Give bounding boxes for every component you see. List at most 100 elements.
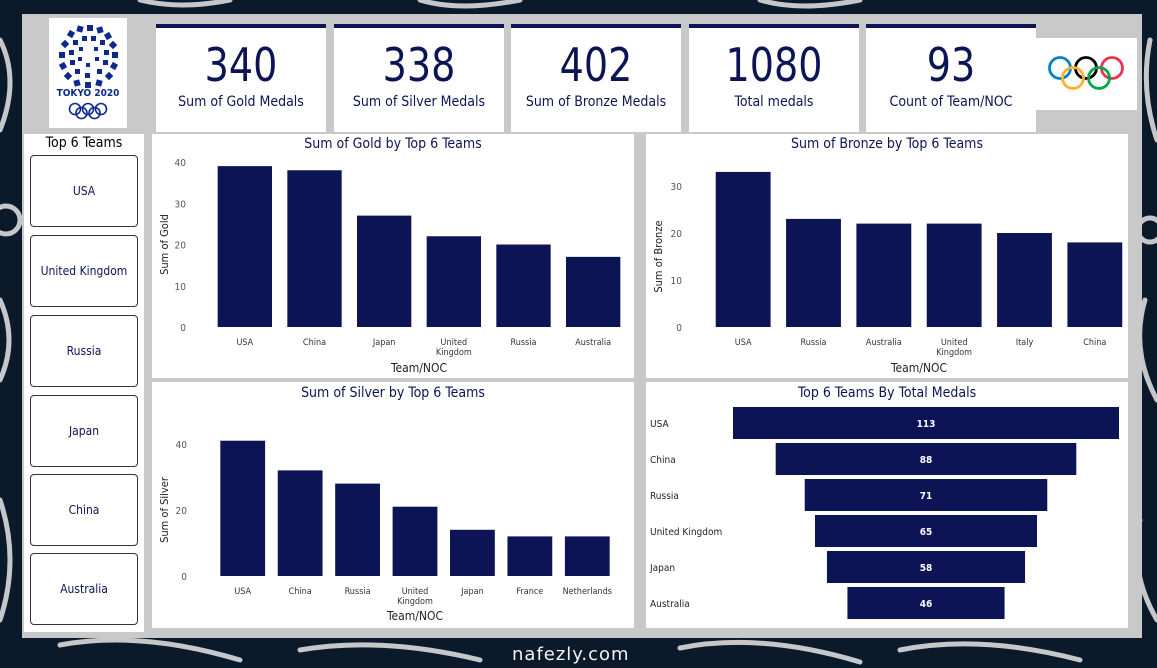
x-axis-label: Team/NOC [890,361,947,375]
funnel-bar [814,515,1038,547]
kpi-value: 402 [559,38,633,92]
x-tick-label: Kingdom [397,597,433,607]
bar [356,215,412,327]
bar [997,233,1052,327]
category-label: United Kingdom [650,527,722,538]
x-tick-label: USA [236,338,253,348]
data-label: 71 [920,491,933,502]
y-tick-label: 20 [176,506,188,517]
category-label: Australia [650,599,690,610]
bar [217,166,273,327]
kpi-bronze-medals: 402 Sum of Bronze Medals [511,24,681,132]
y-axis-label: Sum of Gold [158,214,171,275]
y-tick-label: 40 [176,440,188,451]
x-tick-label: Netherlands [563,587,612,597]
tokyo-emblem-icon [58,25,119,88]
kpi-value: 338 [382,38,456,92]
x-tick-label: United [941,338,968,348]
bronze-chart-card: Sum of Bronze by Top 6 Teams 0 10 20 30 USA R… [646,134,1128,378]
bar [926,223,982,327]
bar [220,440,266,576]
kpi-label: Total medals [734,94,814,110]
x-tick-label: Russia [345,587,371,597]
kpi-label: Sum of Bronze Medals [525,94,667,110]
y-tick-label: 30 [175,199,187,210]
y-tick-label: 20 [175,241,187,252]
x-tick-label: USA [735,338,752,348]
category-label: Japan [649,563,675,574]
data-label: 113 [917,419,936,430]
kpi-silver-medals: 338 Sum of Silver Medals [334,24,504,132]
total-medals-chart-card: Top 6 Teams By Total Medals USA 113 China 8… [646,382,1128,628]
bar [786,218,841,327]
x-tick-label: Australia [866,338,902,348]
slicer-item-japan[interactable]: Japan [30,395,138,467]
kpi-value: 93 [926,38,976,92]
bar [335,483,380,576]
kpi-total-medals: 1080 Total medals [689,24,859,132]
funnel-bar [733,407,1119,439]
x-tick-label: China [303,338,326,348]
bar [856,223,912,327]
kpi-gold-medals: 340 Sum of Gold Medals [156,24,326,132]
x-tick-label: Kingdom [436,348,472,358]
olympic-rings-card [1033,38,1137,110]
category-label: Russia [650,491,679,502]
funnel-bar [826,551,1026,583]
olympic-rings-icon [1048,56,1124,90]
watermark-text: nafezly.com [512,644,630,665]
bar [564,536,610,576]
x-tick-label: United [441,338,468,348]
x-axis-label: Team/NOC [390,361,447,375]
x-tick-label: Russia [800,338,826,348]
y-tick-label: 10 [671,276,683,287]
slicer-item-usa[interactable]: USA [30,155,138,227]
kpi-value: 340 [204,38,278,92]
y-axis-label: Sum of Bronze [652,220,665,292]
y-tick-label: 40 [175,158,187,169]
bar [1067,242,1123,327]
bar [426,236,482,327]
data-label: 88 [920,455,933,466]
bar [507,536,553,576]
bar [565,256,621,327]
slicer-item-united-kingdom[interactable]: United Kingdom [30,235,138,307]
y-tick-label: 30 [671,182,683,193]
kpi-value: 1080 [725,38,823,92]
kpi-label: Sum of Gold Medals [178,94,304,110]
funnel-bar [804,479,1048,511]
bar [715,171,771,327]
slicer-item-russia[interactable]: Russia [30,315,138,387]
x-tick-label: Japan [460,587,484,597]
logo-text: TOKYO 2020 [56,88,120,99]
y-tick-label: 0 [181,572,187,583]
silver-chart-card: Sum of Silver by Top 6 Teams 0 20 40 USA Chi… [152,382,634,628]
bar [287,170,342,327]
slicer-item-china[interactable]: China [30,474,138,546]
y-tick-label: 0 [180,323,186,334]
category-label: China [650,455,676,466]
chart-title: Sum of Bronze by Top 6 Teams [790,136,984,152]
data-label: 58 [920,563,933,574]
gold-chart-card: Sum of Gold by Top 6 Teams 0 10 20 30 40 USA C… [152,134,634,378]
total-medals-funnel-chart: USA 113 China 88 Russia 71 United Kingdom 65 Jap… [649,407,1119,619]
x-tick-label: USA [234,587,251,597]
x-tick-label: Kingdom [936,348,972,358]
category-label: USA [650,419,669,430]
x-tick-label: Australia [575,338,611,348]
x-tick-label: China [1083,338,1106,348]
tokyo-2020-logo: TOKYO 2020 [49,18,127,128]
y-tick-label: 0 [676,323,682,334]
x-tick-label: Russia [510,338,536,348]
bar [277,470,323,576]
chart-title: Sum of Silver by Top 6 Teams [301,385,485,401]
funnel-bar [775,443,1077,475]
olympic-rings-small-icon [68,102,108,120]
slicer-title: Top 6 Teams [45,135,123,151]
x-tick-label: United [402,587,429,597]
slicer-item-australia[interactable]: Australia [30,553,138,625]
x-tick-label: Japan [372,338,396,348]
